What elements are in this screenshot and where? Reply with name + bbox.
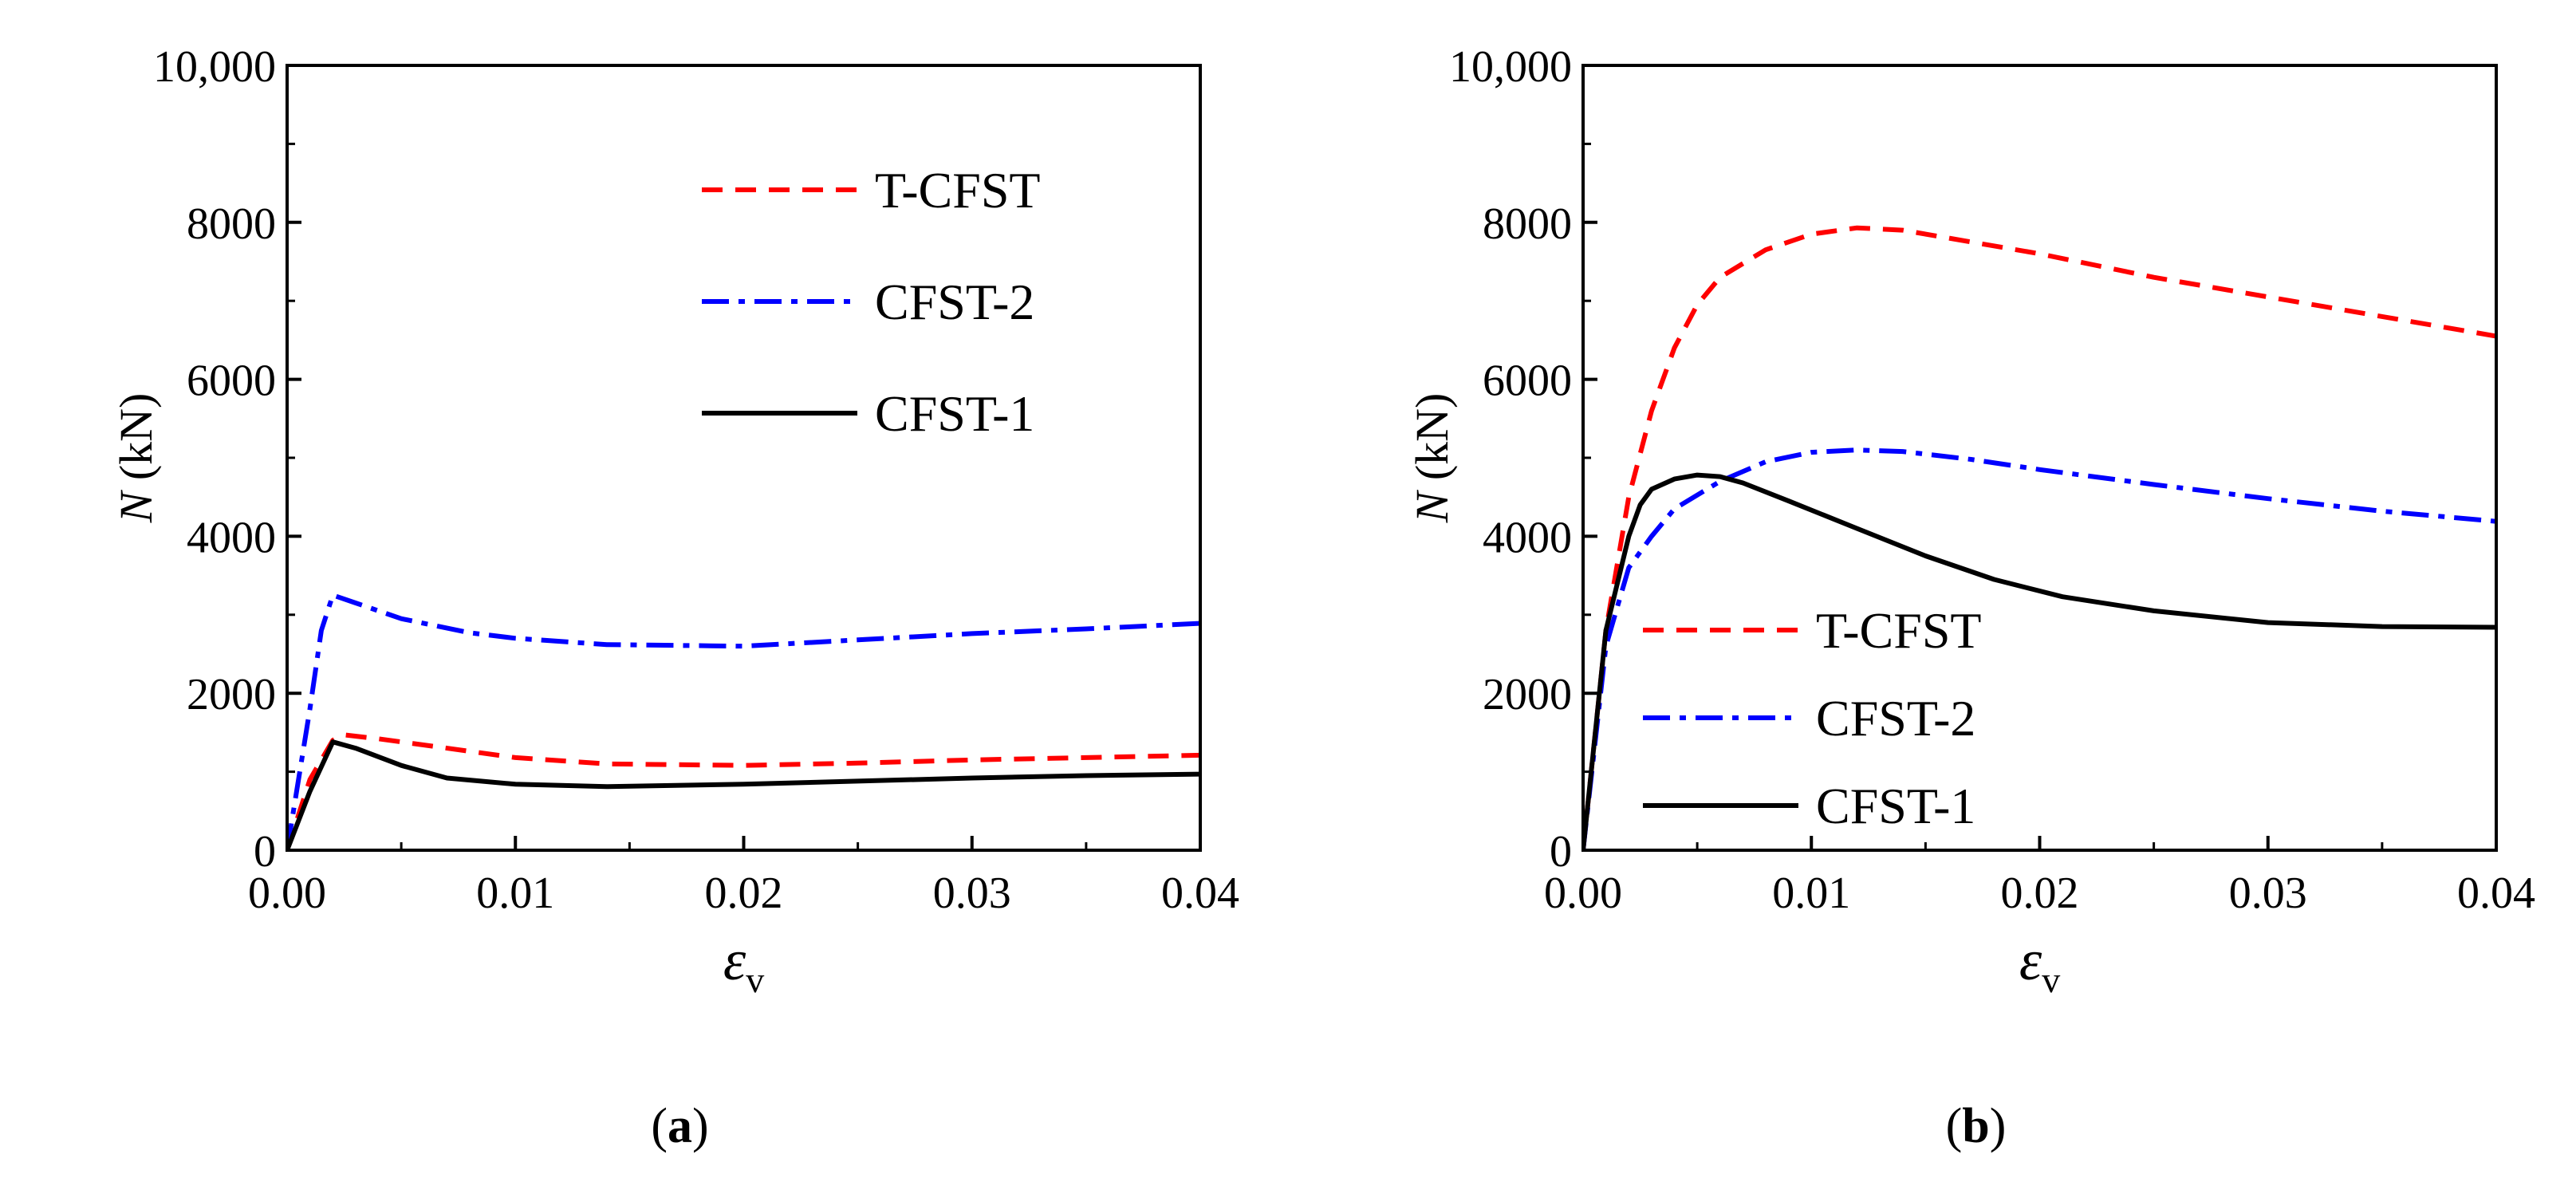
panel-b-plot-frame <box>1581 64 2498 852</box>
panel-b-y-tick-label: 10,000 <box>1449 42 1572 92</box>
panel-a-series-line-cfst-1 <box>287 739 1200 850</box>
panel-b-y-tick-label: 8000 <box>1483 199 1572 249</box>
panel-a-caption: (a) <box>651 1099 708 1153</box>
panel-a-y-tick-label: 10,000 <box>153 42 276 92</box>
panel-b-legend-label-t-cfst: T-CFST <box>1816 602 1982 659</box>
panel-b-legend-label-cfst-2: CFST-2 <box>1816 690 1975 747</box>
panel-b-y-axis-title: N (kN) <box>1406 393 1458 524</box>
panel-b-caption-open: ( <box>1946 1099 1963 1153</box>
panel-a-y-tick-label: 0 <box>254 827 276 877</box>
panel-b-x-axis-title: εv <box>2019 928 2060 1000</box>
panel-a-x-axis-symbol: ε <box>723 928 746 992</box>
panel-a-x-tick-label: 0.01 <box>476 869 554 918</box>
panel-a-y-tick-label: 8000 <box>187 199 276 249</box>
panel-a-y-axis-title: N (kN) <box>110 393 162 524</box>
panel-a-legend-label-cfst-2: CFST-2 <box>875 274 1034 330</box>
panel-a-x-tick-label: 0.00 <box>248 869 326 918</box>
panel-a-series-line-t-cfst <box>287 732 1200 850</box>
panel-b: 0 2000 4000 6000 8000 10,000 0.00 0.01 0.02 0.03 0… <box>1406 42 2535 1153</box>
panel-a-y-axis-unit: (kN) <box>110 393 162 492</box>
panel-b-y-tick-label: 0 <box>1550 827 1572 877</box>
panel-a-y-tick-label: 4000 <box>187 513 276 562</box>
panel-a-y-axis-symbol: N <box>110 489 162 523</box>
panel-a-x-axis-title: εv <box>723 928 764 1000</box>
panel-b-series-line-cfst-1 <box>1583 472 2496 850</box>
panel-b-legend-label-cfst-1: CFST-1 <box>1816 778 1975 834</box>
panel-b-y-tick-label: 4000 <box>1483 513 1572 562</box>
panel-b-x-tick-label: 0.00 <box>1544 869 1622 918</box>
panel-a-legend-label-cfst-1: CFST-1 <box>875 385 1034 442</box>
panel-a-x-tick-label: 0.02 <box>705 869 783 918</box>
panel-a-series-line-cfst-2 <box>287 593 1200 850</box>
panel-a-legend-label-t-cfst: T-CFST <box>875 162 1041 219</box>
panel-b-x-axis-subscript: v <box>2042 959 2060 1000</box>
panel-a: 0 2000 4000 6000 8000 10,000 0.00 0.01 0.02 0.03 0… <box>110 42 1239 1153</box>
panel-b-y-axis-symbol: N <box>1406 489 1458 523</box>
panel-b-series-line-cfst-2 <box>1583 447 2496 850</box>
panel-b-x-tick-label: 0.04 <box>2457 869 2535 918</box>
panel-b-x-tick-label: 0.03 <box>2229 869 2307 918</box>
panel-b-caption-letter: b <box>1962 1099 1989 1153</box>
panel-a-y-tick-label: 2000 <box>187 670 276 719</box>
panel-a-x-tick-label: 0.04 <box>1161 869 1239 918</box>
panel-b-y-tick-label: 6000 <box>1483 357 1572 406</box>
panel-b-x-tick-label: 0.01 <box>1772 869 1850 918</box>
panel-a-caption-open: ( <box>651 1099 668 1153</box>
panel-a-plot-frame <box>286 64 1202 852</box>
panel-a-x-tick-label: 0.03 <box>933 869 1011 918</box>
panel-b-caption: (b) <box>1946 1099 2007 1153</box>
panel-a-caption-letter: a <box>668 1099 692 1153</box>
panel-b-y-tick-label: 2000 <box>1483 670 1572 719</box>
panel-a-caption-close: ) <box>692 1099 709 1153</box>
panel-a-y-tick-label: 6000 <box>187 357 276 406</box>
panel-b-x-tick-label: 0.02 <box>2001 869 2079 918</box>
panel-a-x-axis-subscript: v <box>746 959 764 1000</box>
panel-b-series-line-t-cfst <box>1583 225 2496 850</box>
panel-b-x-axis-symbol: ε <box>2019 928 2042 992</box>
panel-b-y-axis-unit: (kN) <box>1406 393 1458 492</box>
panel-b-caption-close: ) <box>1990 1099 2007 1153</box>
